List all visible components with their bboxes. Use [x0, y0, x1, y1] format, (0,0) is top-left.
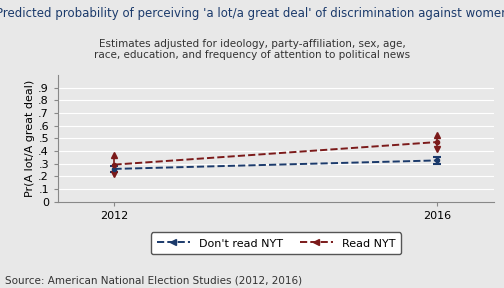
Text: Estimates adjusted for ideology, party-affiliation, sex, age,
race, education, a: Estimates adjusted for ideology, party-a…: [94, 39, 410, 60]
Text: Source: American National Election Studies (2012, 2016): Source: American National Election Studi…: [5, 275, 302, 285]
Text: Predicted probability of perceiving 'a lot/a great deal' of discrimination again: Predicted probability of perceiving 'a l…: [0, 7, 504, 20]
Legend: Don't read NYT, Read NYT: Don't read NYT, Read NYT: [151, 232, 401, 254]
Y-axis label: Pr(A lot/A great deal): Pr(A lot/A great deal): [25, 79, 35, 197]
